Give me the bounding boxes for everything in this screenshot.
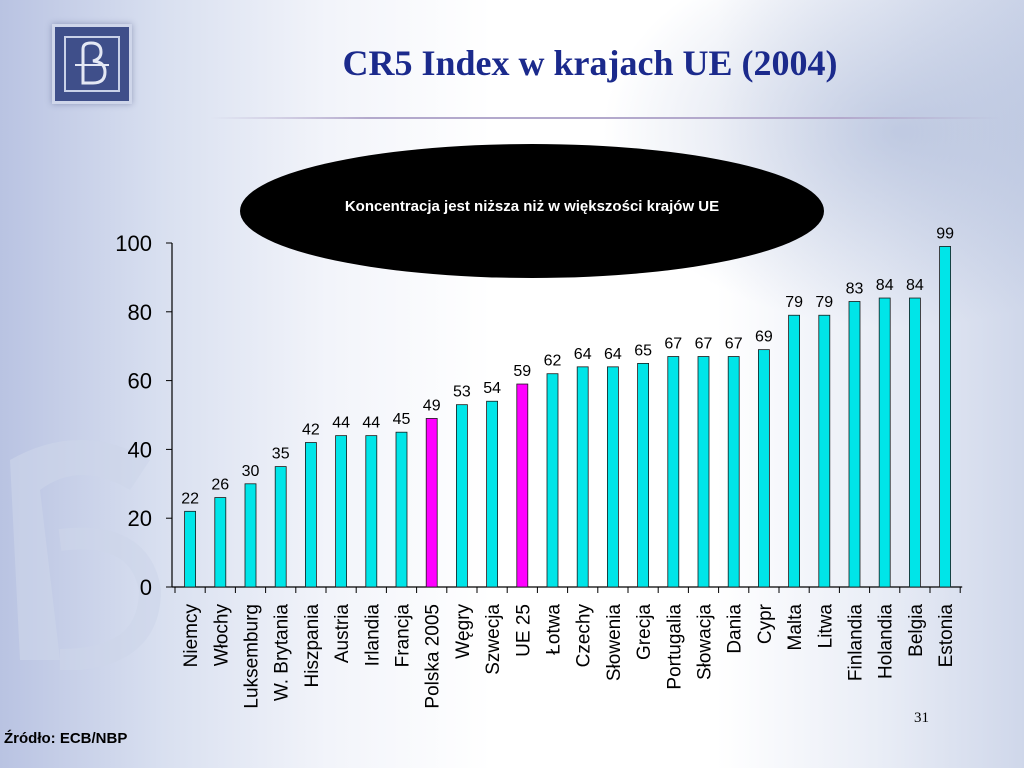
category-label: Austria [332,604,353,664]
y-tick-label: 100 [115,231,152,256]
category-label: Szwecja [483,604,504,675]
data-label: 45 [393,411,411,428]
data-label: 64 [604,346,622,363]
bar [365,435,378,588]
data-label: 53 [453,384,471,401]
category-label: Malta [785,604,806,651]
bank-logo [52,24,132,104]
category-label: Litwa [815,604,836,649]
bar [425,418,438,588]
bar [727,356,740,588]
category-label: Grecja [634,604,655,660]
category-label: Luksemburg [242,604,263,709]
bar [516,383,529,588]
y-tick-label: 80 [128,300,152,325]
category-label: Dania [725,604,746,654]
bar [818,314,831,588]
category-label: Czechy [574,604,595,668]
data-label: 67 [695,336,713,353]
bar [909,297,921,588]
bar [335,435,348,588]
category-label: Estonia [936,604,957,668]
bar [939,246,951,588]
bar [546,373,559,588]
bar [395,431,408,588]
bar [304,442,317,588]
bar [184,510,197,588]
data-label: 49 [423,397,441,414]
category-label: Niemcy [181,604,202,668]
data-label: 22 [181,490,199,507]
callout-text: Koncentracja jest niższa niż w większośc… [344,197,720,215]
data-label: 84 [906,277,924,294]
data-label: 84 [876,277,894,294]
bar [455,404,468,588]
bank-logo-watermark [10,440,162,670]
bar [878,297,891,588]
y-tick-label: 60 [128,369,152,394]
bar [486,400,499,588]
data-label: 67 [664,336,682,353]
callout-ellipse: Koncentracja jest niższa niż w większośc… [240,144,824,278]
y-tick-label: 40 [128,437,152,462]
category-label: W. Brytania [272,604,293,702]
category-label: Hiszpania [302,604,323,688]
category-label: Finlandia [846,604,867,682]
title-divider [210,117,1000,119]
data-label: 79 [785,294,803,311]
data-label: 30 [242,463,260,480]
data-label: 44 [362,415,380,432]
y-tick-label: 20 [128,506,152,531]
beta-logo-icon [64,36,120,92]
category-label: Portugalia [664,604,685,690]
data-label: 35 [272,446,290,463]
data-label: 59 [513,363,531,380]
category-label: Irlandia [362,604,383,667]
category-label: Belgia [906,604,927,657]
page-number: 31 [914,710,929,726]
category-label: Węgry [453,604,474,659]
data-label: 65 [634,342,652,359]
data-label: 79 [815,294,833,311]
data-label: 44 [332,415,350,432]
bar [244,483,257,588]
data-label: 54 [483,380,501,397]
category-label: UE 25 [513,604,534,657]
bar [848,301,861,588]
bar [667,356,680,588]
data-label: 64 [574,346,592,363]
category-label: Słowenia [604,604,625,682]
category-label: Włochy [211,604,232,667]
category-label: Holandia [876,604,897,679]
bar [758,349,770,588]
category-label: Francja [393,604,414,668]
bar [697,356,710,588]
bar [274,466,287,588]
data-label: 42 [302,422,320,439]
data-label: 67 [725,336,743,353]
data-label: 83 [846,280,864,297]
bar [788,314,800,588]
data-label: 69 [755,329,773,346]
data-label: 26 [211,477,229,494]
category-label: Słowacja [695,604,716,680]
source-note: Źródło: ECB/NBP [4,730,128,747]
slide-title: CR5 Index w krajach UE (2004) [342,43,838,83]
bar [637,362,649,588]
bar [214,497,227,588]
bar [607,366,619,588]
category-label: Cypr [755,603,776,644]
data-label: 99 [936,225,954,242]
category-label: Polska 2005 [423,604,444,709]
category-label: Łotwa [544,604,565,655]
data-label: 62 [544,353,562,370]
bar [576,366,589,588]
y-tick-label: 0 [140,575,152,600]
